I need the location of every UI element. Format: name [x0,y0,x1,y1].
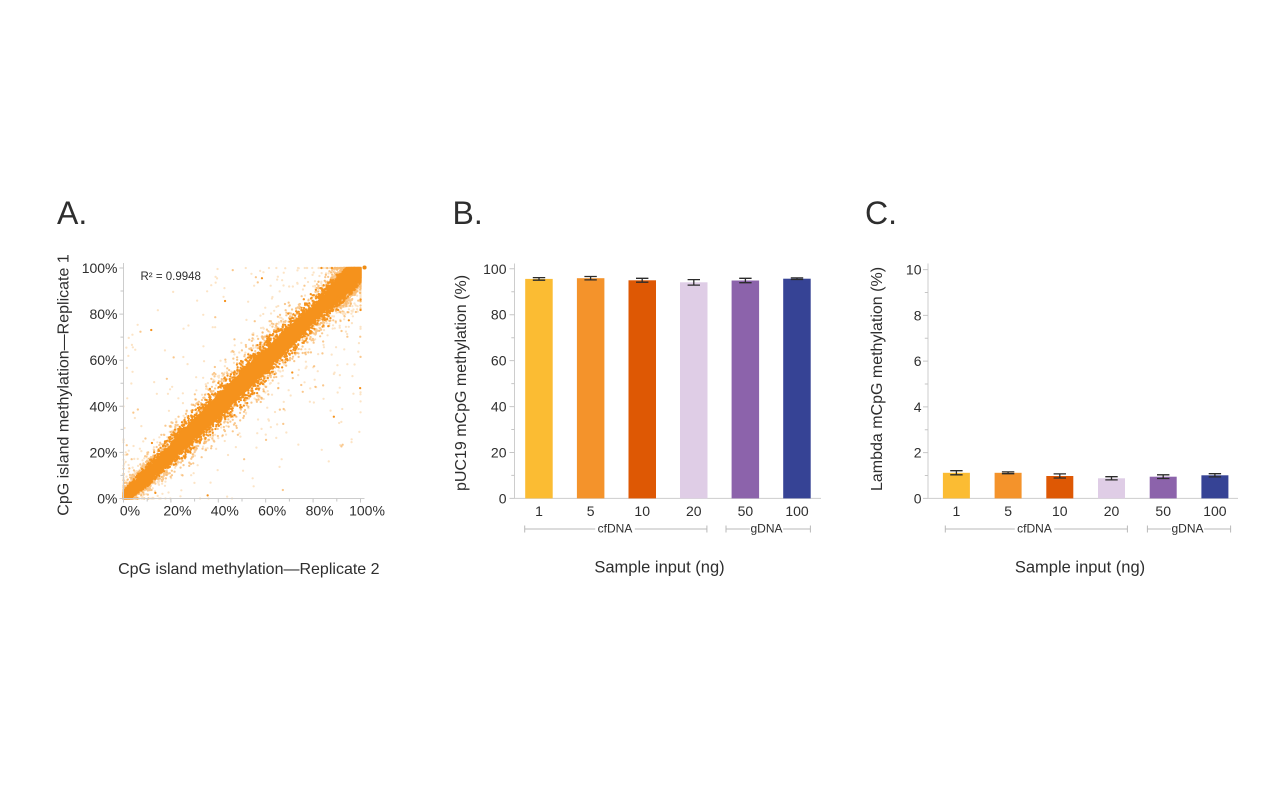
svg-text:40%: 40% [211,503,239,519]
svg-text:gDNA: gDNA [1171,522,1203,536]
svg-text:100: 100 [1203,503,1227,519]
svg-text:10: 10 [906,262,922,278]
svg-text:60%: 60% [258,503,286,519]
svg-text:0%: 0% [120,503,140,519]
svg-text:0%: 0% [97,491,117,507]
svg-text:Sample input (ng): Sample input (ng) [1015,559,1145,577]
svg-text:2: 2 [914,445,922,461]
svg-text:80%: 80% [306,503,334,519]
svg-text:B.: B. [453,195,483,231]
svg-text:8: 8 [914,307,922,323]
svg-text:40: 40 [491,399,507,415]
svg-text:A.: A. [57,195,87,231]
svg-text:50: 50 [1155,503,1171,519]
svg-text:R² = 0.9948: R² = 0.9948 [141,271,201,283]
svg-text:Sample input (ng): Sample input (ng) [594,559,724,577]
svg-text:60%: 60% [89,352,117,368]
svg-text:50: 50 [738,503,754,519]
svg-text:gDNA: gDNA [750,522,782,536]
svg-text:CpG island methylation—Replica: CpG island methylation—Replicate 2 [118,561,380,578]
svg-text:cfDNA: cfDNA [598,522,633,536]
svg-text:100%: 100% [82,260,118,276]
svg-text:6: 6 [914,353,922,369]
svg-text:80: 80 [491,307,507,323]
svg-text:10: 10 [634,503,650,519]
svg-text:100%: 100% [349,503,385,519]
svg-text:20%: 20% [89,444,117,460]
svg-text:20: 20 [686,503,702,519]
svg-text:100: 100 [483,261,507,277]
svg-text:60: 60 [491,353,507,369]
svg-text:20: 20 [1104,503,1120,519]
svg-text:pUC19 mCpG methylation (%): pUC19 mCpG methylation (%) [453,275,470,491]
svg-text:20%: 20% [163,503,191,519]
svg-text:80%: 80% [89,306,117,322]
svg-text:100: 100 [785,503,809,519]
svg-text:5: 5 [1004,503,1012,519]
svg-text:C.: C. [865,195,897,231]
svg-text:1: 1 [953,503,961,519]
svg-text:cfDNA: cfDNA [1017,522,1052,536]
svg-text:1: 1 [535,503,543,519]
svg-text:0: 0 [499,490,507,506]
svg-text:4: 4 [914,399,922,415]
svg-text:40%: 40% [89,398,117,414]
svg-text:20: 20 [491,445,507,461]
svg-text:5: 5 [587,503,595,519]
svg-text:CpG island methylation—Replica: CpG island methylation—Replicate 1 [56,254,73,516]
svg-text:Lambda mCpG methylation (%): Lambda mCpG methylation (%) [869,267,886,491]
svg-text:0: 0 [914,490,922,506]
svg-text:10: 10 [1052,503,1068,519]
